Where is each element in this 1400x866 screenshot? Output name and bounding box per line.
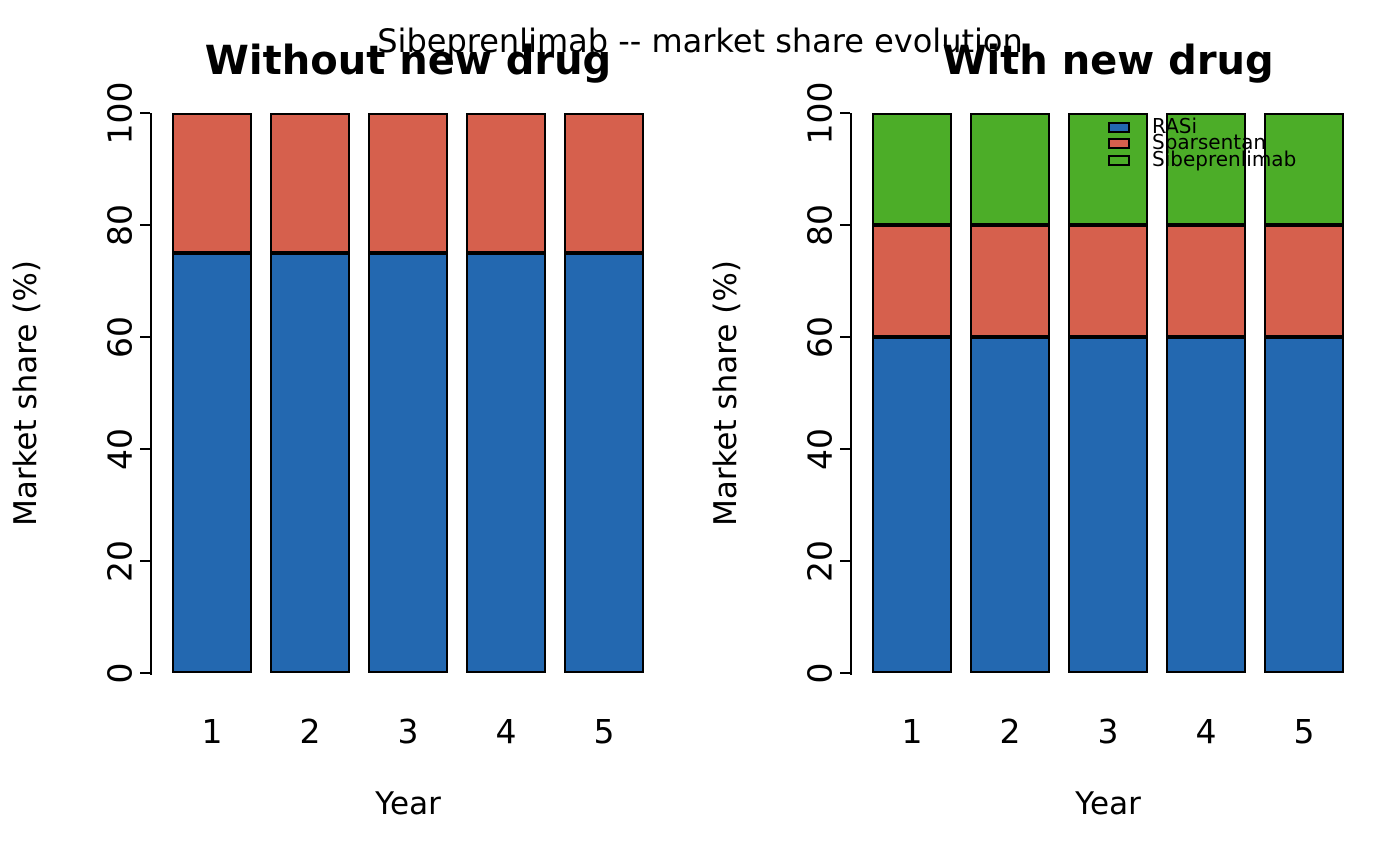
legend-label: Sibeprenlimab — [1152, 146, 1297, 171]
y-tick-mark — [840, 560, 850, 562]
y-axis-label: Market share (%) — [8, 260, 44, 526]
y-tick-mark — [840, 336, 850, 338]
x-tick-label: 1 — [201, 712, 223, 751]
bar-segment-rasi — [1264, 337, 1344, 673]
x-tick-label: 5 — [593, 712, 615, 751]
bar-segment-sibeprenlimab — [1264, 113, 1344, 225]
x-tick-label: 3 — [397, 712, 419, 751]
y-tick-mark — [140, 672, 150, 674]
y-tick-mark — [140, 224, 150, 226]
bar-segment-rasi — [872, 337, 952, 673]
y-tick-mark — [140, 448, 150, 450]
panel-title: With new drug — [942, 38, 1274, 84]
bar-segment-sparsentan — [872, 225, 952, 337]
bar-segment-rasi — [270, 253, 350, 673]
y-tick-mark — [140, 336, 150, 338]
y-tick-label: 60 — [800, 316, 840, 358]
y-tick-mark — [840, 224, 850, 226]
x-tick-label: 5 — [1293, 712, 1315, 751]
y-axis-label: Market share (%) — [708, 260, 744, 526]
bar-segment-sparsentan — [1068, 225, 1148, 337]
y-tick-label: 40 — [800, 428, 840, 470]
bar-segment-sparsentan — [368, 113, 448, 253]
x-axis-label: Year — [375, 786, 441, 822]
legend-swatch-rasi — [1108, 122, 1130, 133]
y-tick-mark — [840, 112, 850, 114]
bar-segment-rasi — [1068, 337, 1148, 673]
x-tick-label: 1 — [901, 712, 923, 751]
y-tick-label: 100 — [100, 81, 140, 145]
legend: RASi Sparsentan Sibeprenlimab — [1108, 116, 1368, 190]
bar-segment-sparsentan — [172, 113, 252, 253]
y-tick-label: 20 — [100, 540, 140, 582]
bar-segment-sibeprenlimab — [1166, 113, 1246, 225]
y-tick-label: 80 — [800, 204, 840, 246]
x-axis-label: Year — [1075, 786, 1141, 822]
bar-segment-sparsentan — [1264, 225, 1344, 337]
bar-segment-sparsentan — [1166, 225, 1246, 337]
y-tick-label: 100 — [800, 81, 840, 145]
x-tick-label: 4 — [495, 712, 517, 751]
y-tick-mark — [840, 448, 850, 450]
bar-segment-sparsentan — [970, 225, 1050, 337]
y-tick-label: 20 — [800, 540, 840, 582]
legend-label: RASi — [1152, 114, 1198, 138]
bar-segment-sparsentan — [564, 113, 644, 253]
y-tick-mark — [840, 672, 850, 674]
bar-segment-rasi — [466, 253, 546, 673]
y-tick-label: 0 — [100, 662, 140, 684]
legend-label: Sparsentan — [1152, 130, 1267, 155]
legend-swatch-sparsentan — [1108, 138, 1130, 150]
y-tick-mark — [140, 112, 150, 114]
bar-segment-rasi — [970, 337, 1050, 673]
bar-segment-sibeprenlimab — [872, 113, 952, 225]
x-tick-label: 4 — [1195, 712, 1217, 751]
y-tick-label: 40 — [100, 428, 140, 470]
y-tick-label: 60 — [100, 316, 140, 358]
bar-segment-rasi — [1166, 337, 1246, 673]
bar-segment-rasi — [564, 253, 644, 673]
bar-segment-sparsentan — [270, 113, 350, 253]
bar-segment-sparsentan — [466, 113, 546, 253]
bar-segment-rasi — [368, 253, 448, 673]
bar-segment-rasi — [172, 253, 252, 673]
chart-main-title: Sibeprenlimab -- market share evolution — [377, 22, 1023, 60]
y-axis-line — [850, 113, 852, 675]
bar-segment-sibeprenlimab — [970, 113, 1050, 225]
y-tick-label: 0 — [800, 662, 840, 684]
panel-title: Without new drug — [204, 38, 612, 84]
x-tick-label: 2 — [299, 712, 321, 751]
y-tick-label: 80 — [100, 204, 140, 246]
x-tick-label: 2 — [999, 712, 1021, 751]
legend-swatch-sibeprenlimab — [1108, 154, 1130, 166]
x-tick-label: 3 — [1097, 712, 1119, 751]
y-tick-mark — [140, 560, 150, 562]
y-axis-line — [150, 113, 152, 675]
